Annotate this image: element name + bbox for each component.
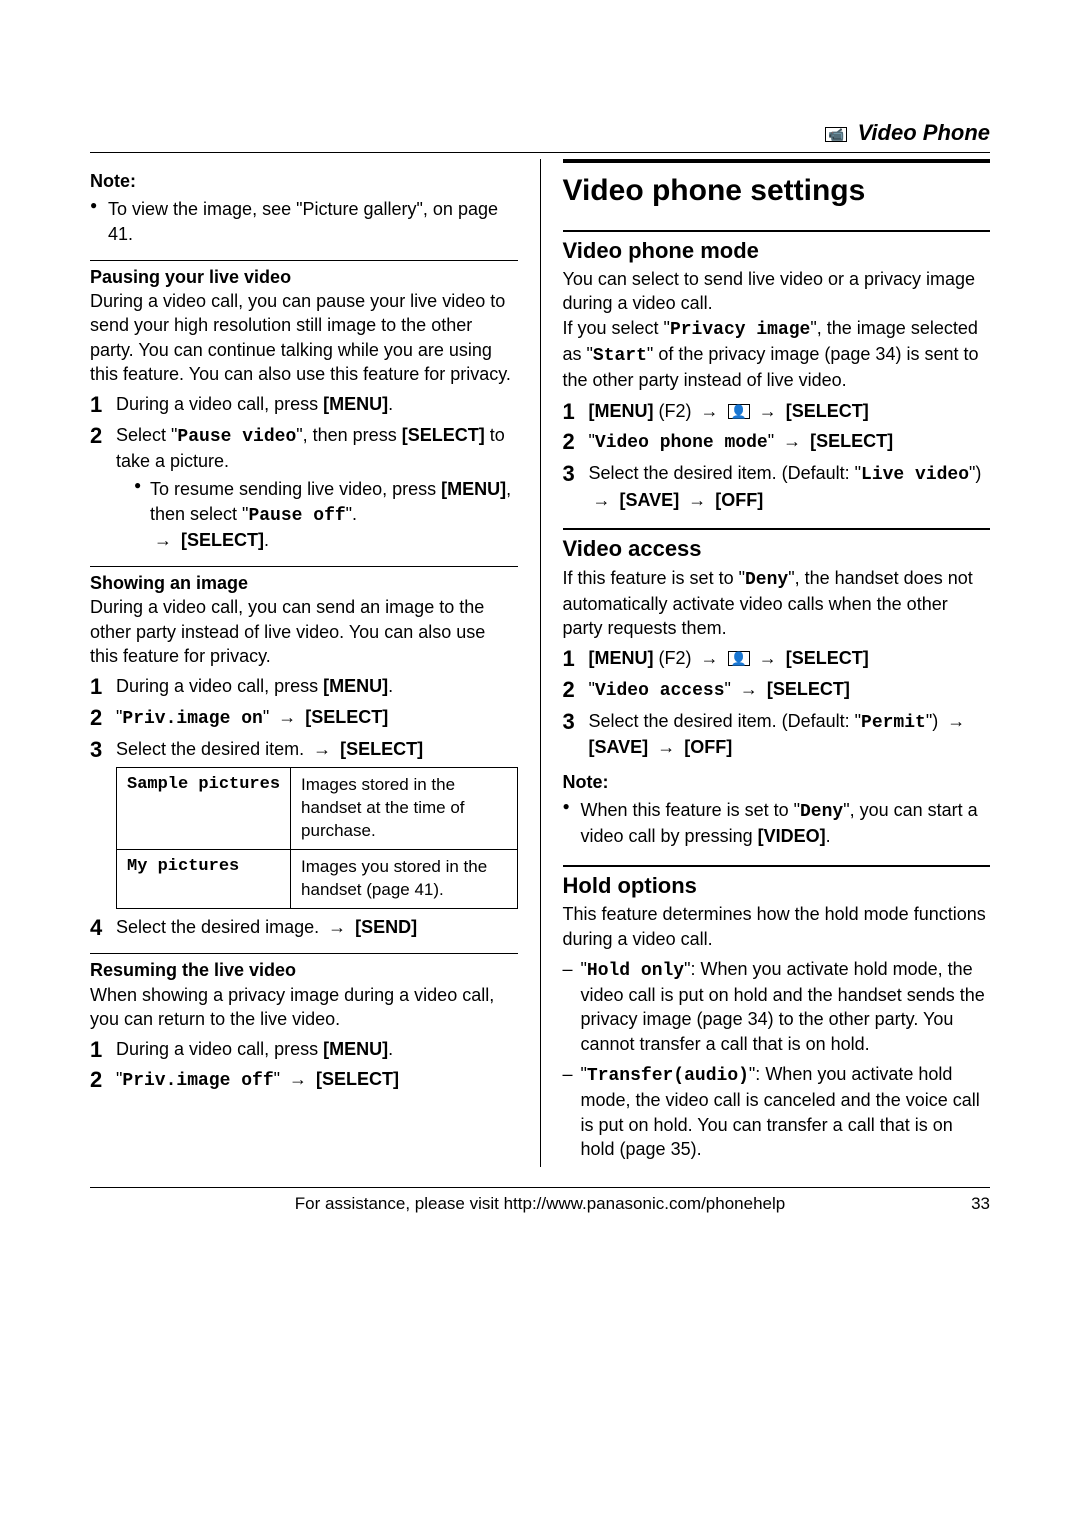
arrow-icon: → — [150, 530, 176, 550]
arrow-icon: → — [324, 917, 350, 937]
divider — [90, 566, 518, 567]
resume-head: Resuming the live video — [90, 958, 518, 982]
arrow-icon: → — [684, 490, 710, 510]
left-column: Note: To view the image, see "Picture ga… — [90, 159, 541, 1167]
pause-steps: During a video call, press [MENU]. Selec… — [90, 392, 518, 552]
access-step-1: [MENU] (F2) → 👤 → [SELECT] — [563, 646, 991, 670]
arrow-icon: → — [274, 707, 300, 727]
access-steps: [MENU] (F2) → 👤 → [SELECT] "Video access… — [563, 646, 991, 759]
show-step-2: "Priv.image on" → [SELECT] — [90, 705, 518, 731]
video-phone-icon: 📹 — [825, 120, 847, 146]
arrow-icon: → — [697, 648, 723, 668]
arrow-icon: → — [755, 401, 781, 421]
mode-body1: You can select to send live video or a p… — [563, 267, 991, 316]
mode-body2: If you select "Privacy image", the image… — [563, 316, 991, 393]
mode-steps: [MENU] (F2) → 👤 → [SELECT] "Video phone … — [563, 399, 991, 512]
access-note-bullets: When this feature is set to "Deny", you … — [563, 798, 991, 849]
divider — [90, 260, 518, 261]
resume-body: When showing a privacy image during a vi… — [90, 983, 518, 1032]
mode-step-3: Select the desired item. (Default: "Live… — [563, 461, 991, 512]
table-row: Sample pictures Images stored in the han… — [117, 768, 518, 850]
access-step-2: "Video access" → [SELECT] — [563, 677, 991, 703]
page-header: 📹 Video Phone — [90, 120, 990, 153]
hold-transfer: "Transfer(audio)": When you activate hol… — [563, 1062, 991, 1161]
resume-steps: During a video call, press [MENU]. "Priv… — [90, 1037, 518, 1094]
right-column: Video phone settings Video phone mode Yo… — [541, 159, 991, 1167]
video-settings-icon: 👤 — [728, 404, 750, 419]
show-step-4: Select the desired image. → [SEND] — [90, 915, 518, 939]
arrow-icon: → — [779, 431, 805, 451]
access-note-bullet: When this feature is set to "Deny", you … — [563, 798, 991, 849]
pause-sub-bullet: To resume sending live video, press [MEN… — [116, 477, 518, 552]
pause-sub: To resume sending live video, press [MEN… — [116, 477, 518, 552]
arrow-icon: → — [285, 1069, 311, 1089]
hold-body: This feature determines how the hold mod… — [563, 902, 991, 951]
show-step-1: During a video call, press [MENU]. — [90, 674, 518, 698]
arrow-icon: → — [697, 401, 723, 421]
pause-head: Pausing your live video — [90, 265, 518, 289]
access-head: Video access — [563, 528, 991, 564]
note-bullet: To view the image, see "Picture gallery"… — [90, 197, 518, 246]
resume-step-2: "Priv.image off" → [SELECT] — [90, 1067, 518, 1093]
pause-body: During a video call, you can pause your … — [90, 289, 518, 386]
footer-text: For assistance, please visit http://www.… — [295, 1194, 785, 1214]
content-columns: Note: To view the image, see "Picture ga… — [90, 159, 990, 1167]
hold-only: "Hold only": When you activate hold mode… — [563, 957, 991, 1056]
cell-sample-desc: Images stored in the handset at the time… — [291, 768, 517, 850]
arrow-icon: → — [309, 739, 335, 759]
hold-options: "Hold only": When you activate hold mode… — [563, 957, 991, 1161]
show-steps: During a video call, press [MENU]. "Priv… — [90, 674, 518, 761]
note-label: Note: — [90, 169, 518, 193]
table-row: My pictures Images you stored in the han… — [117, 850, 518, 909]
page: 📹 Video Phone Note: To view the image, s… — [0, 0, 1080, 1274]
access-step-3: Select the desired item. (Default: "Perm… — [563, 709, 991, 760]
arrow-icon: → — [943, 711, 969, 731]
header-title: Video Phone — [858, 120, 990, 145]
divider — [90, 953, 518, 954]
note-bullets: To view the image, see "Picture gallery"… — [90, 197, 518, 246]
hold-head: Hold options — [563, 865, 991, 901]
resume-step-1: During a video call, press [MENU]. — [90, 1037, 518, 1061]
show-step-3: Select the desired item. → [SELECT] — [90, 737, 518, 761]
access-body: If this feature is set to "Deny", the ha… — [563, 566, 991, 641]
main-title: Video phone settings — [563, 159, 991, 212]
show-steps-cont: Select the desired image. → [SEND] — [90, 915, 518, 939]
page-number: 33 — [971, 1194, 990, 1214]
pause-step-2: Select "Pause video", then press [SELECT… — [90, 423, 518, 552]
mode-step-1: [MENU] (F2) → 👤 → [SELECT] — [563, 399, 991, 423]
arrow-icon: → — [755, 648, 781, 668]
mode-step-2: "Video phone mode" → [SELECT] — [563, 429, 991, 455]
arrow-icon: → — [736, 679, 762, 699]
show-body: During a video call, you can send an ima… — [90, 595, 518, 668]
arrow-icon: → — [653, 737, 679, 757]
mode-head: Video phone mode — [563, 230, 991, 266]
pause-step-1: During a video call, press [MENU]. — [90, 392, 518, 416]
cell-my-pictures: My pictures — [117, 850, 291, 909]
note-label: Note: — [563, 770, 991, 794]
arrow-icon: → — [589, 490, 615, 510]
cell-sample-pictures: Sample pictures — [117, 768, 291, 850]
cell-my-desc: Images you stored in the handset (page 4… — [291, 850, 517, 909]
show-head: Showing an image — [90, 571, 518, 595]
page-footer: For assistance, please visit http://www.… — [90, 1187, 990, 1214]
pictures-table: Sample pictures Images stored in the han… — [116, 767, 518, 909]
video-settings-icon: 👤 — [728, 651, 750, 666]
